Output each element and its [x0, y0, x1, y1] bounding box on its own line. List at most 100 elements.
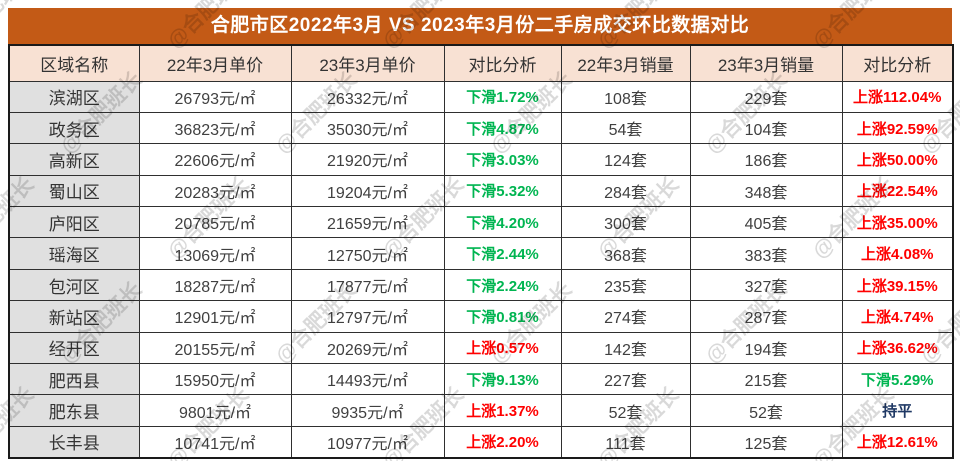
region-cell: 庐阳区	[8, 206, 140, 239]
region-cell: 包河区	[8, 268, 140, 302]
price-22-cell: 12901元/㎡	[138, 300, 292, 333]
price-23-cell: 26332元/㎡	[290, 80, 445, 113]
table-row: 肥东县 9801元/㎡ 9935元/㎡ 上涨1.37% 52套 52套 持平	[8, 394, 954, 427]
col-header-price-23: 23年3月单价	[290, 44, 445, 82]
sales-23-cell: 186套	[689, 143, 843, 176]
table-row: 庐阳区 20785元/㎡ 21659元/㎡ 下滑4.20% 300套 405套 …	[8, 206, 954, 239]
sales-22-cell: 111套	[560, 425, 691, 459]
sales-23-cell: 194套	[689, 331, 843, 365]
price-compare-cell: 下滑3.03%	[443, 143, 562, 176]
region-cell: 滨湖区	[8, 80, 140, 113]
price-23-cell: 10977元/㎡	[290, 425, 445, 459]
table-row: 滨湖区 26793元/㎡ 26332元/㎡ 下滑1.72% 108套 229套 …	[8, 80, 954, 113]
col-header-price-22: 22年3月单价	[138, 44, 292, 82]
sales-22-cell: 284套	[560, 174, 691, 208]
price-23-cell: 17877元/㎡	[290, 268, 445, 302]
sales-23-cell: 348套	[689, 174, 843, 208]
region-cell: 肥西县	[8, 363, 140, 396]
region-cell: 经开区	[8, 331, 140, 365]
sales-compare-cell: 上涨112.04%	[841, 80, 954, 113]
sales-compare-cell: 上涨50.00%	[841, 143, 954, 176]
sales-22-cell: 274套	[560, 300, 691, 333]
price-22-cell: 26793元/㎡	[138, 80, 292, 113]
price-compare-cell: 下滑1.72%	[443, 80, 562, 113]
price-23-cell: 12750元/㎡	[290, 237, 445, 270]
price-23-cell: 21659元/㎡	[290, 206, 445, 239]
col-header-sales-23: 23年3月销量	[689, 44, 843, 82]
header-row: 区域名称 22年3月单价 23年3月单价 对比分析 22年3月销量 23年3月销…	[8, 44, 954, 82]
region-cell: 肥东县	[8, 394, 140, 427]
sales-22-cell: 300套	[560, 206, 691, 239]
table-row: 经开区 20155元/㎡ 20269元/㎡ 上涨0.57% 142套 194套 …	[8, 331, 954, 365]
table-row: 瑶海区 13069元/㎡ 12750元/㎡ 下滑2.44% 368套 383套 …	[8, 237, 954, 270]
sales-22-cell: 52套	[560, 394, 691, 427]
price-22-cell: 9801元/㎡	[138, 394, 292, 427]
sales-22-cell: 54套	[560, 111, 691, 145]
region-cell: 高新区	[8, 143, 140, 176]
price-22-cell: 20283元/㎡	[138, 174, 292, 208]
sales-22-cell: 227套	[560, 363, 691, 396]
price-22-cell: 13069元/㎡	[138, 237, 292, 270]
price-compare-cell: 下滑2.44%	[443, 237, 562, 270]
table-row: 高新区 22606元/㎡ 21920元/㎡ 下滑3.03% 124套 186套 …	[8, 143, 954, 176]
sales-22-cell: 124套	[560, 143, 691, 176]
table-row: 长丰县 10741元/㎡ 10977元/㎡ 上涨2.20% 111套 125套 …	[8, 425, 954, 459]
table-row: 包河区 18287元/㎡ 17877元/㎡ 下滑2.24% 235套 327套 …	[8, 268, 954, 302]
price-23-cell: 35030元/㎡	[290, 111, 445, 145]
table-title: 合肥市区2022年3月 VS 2023年3月份二手房成交环比数据对比	[8, 8, 952, 44]
price-23-cell: 12797元/㎡	[290, 300, 445, 333]
price-23-cell: 19204元/㎡	[290, 174, 445, 208]
sales-compare-cell: 上涨35.00%	[841, 206, 954, 239]
data-table: 区域名称 22年3月单价 23年3月单价 对比分析 22年3月销量 23年3月销…	[8, 44, 954, 459]
sales-22-cell: 368套	[560, 237, 691, 270]
sales-22-cell: 108套	[560, 80, 691, 113]
price-22-cell: 36823元/㎡	[138, 111, 292, 145]
price-23-cell: 21920元/㎡	[290, 143, 445, 176]
sales-compare-cell: 上涨12.61%	[841, 425, 954, 459]
price-23-cell: 14493元/㎡	[290, 363, 445, 396]
price-compare-cell: 下滑9.13%	[443, 363, 562, 396]
sales-compare-cell: 上涨39.15%	[841, 268, 954, 302]
sales-compare-cell: 上涨4.08%	[841, 237, 954, 270]
sales-22-cell: 235套	[560, 268, 691, 302]
col-header-sales-compare: 对比分析	[841, 44, 954, 82]
sales-23-cell: 229套	[689, 80, 843, 113]
col-header-sales-22: 22年3月销量	[560, 44, 691, 82]
region-cell: 长丰县	[8, 425, 140, 459]
price-22-cell: 20155元/㎡	[138, 331, 292, 365]
price-compare-cell: 下滑2.24%	[443, 268, 562, 302]
sales-22-cell: 142套	[560, 331, 691, 365]
col-header-region: 区域名称	[8, 44, 140, 82]
sales-23-cell: 104套	[689, 111, 843, 145]
sales-23-cell: 405套	[689, 206, 843, 239]
price-compare-cell: 上涨1.37%	[443, 394, 562, 427]
region-cell: 新站区	[8, 300, 140, 333]
sales-23-cell: 327套	[689, 268, 843, 302]
price-22-cell: 15950元/㎡	[138, 363, 292, 396]
sales-compare-cell: 上涨4.74%	[841, 300, 954, 333]
price-compare-cell: 上涨2.20%	[443, 425, 562, 459]
comparison-sheet: 合肥市区2022年3月 VS 2023年3月份二手房成交环比数据对比 区域名称 …	[8, 8, 954, 459]
region-cell: 政务区	[8, 111, 140, 145]
sales-23-cell: 287套	[689, 300, 843, 333]
col-header-price-compare: 对比分析	[443, 44, 562, 82]
price-22-cell: 20785元/㎡	[138, 206, 292, 239]
price-23-cell: 20269元/㎡	[290, 331, 445, 365]
region-cell: 瑶海区	[8, 237, 140, 270]
price-compare-cell: 上涨0.57%	[443, 331, 562, 365]
table-row: 蜀山区 20283元/㎡ 19204元/㎡ 下滑5.32% 284套 348套 …	[8, 174, 954, 208]
price-22-cell: 18287元/㎡	[138, 268, 292, 302]
price-compare-cell: 下滑5.32%	[443, 174, 562, 208]
sales-compare-cell: 持平	[841, 394, 954, 427]
sales-23-cell: 383套	[689, 237, 843, 270]
sales-compare-cell: 上涨92.59%	[841, 111, 954, 145]
sales-23-cell: 52套	[689, 394, 843, 427]
table-row: 肥西县 15950元/㎡ 14493元/㎡ 下滑9.13% 227套 215套 …	[8, 363, 954, 396]
table-row: 政务区 36823元/㎡ 35030元/㎡ 下滑4.87% 54套 104套 上…	[8, 111, 954, 145]
sales-23-cell: 215套	[689, 363, 843, 396]
sales-compare-cell: 上涨36.62%	[841, 331, 954, 365]
price-compare-cell: 下滑0.81%	[443, 300, 562, 333]
sales-compare-cell: 上涨22.54%	[841, 174, 954, 208]
price-compare-cell: 下滑4.87%	[443, 111, 562, 145]
